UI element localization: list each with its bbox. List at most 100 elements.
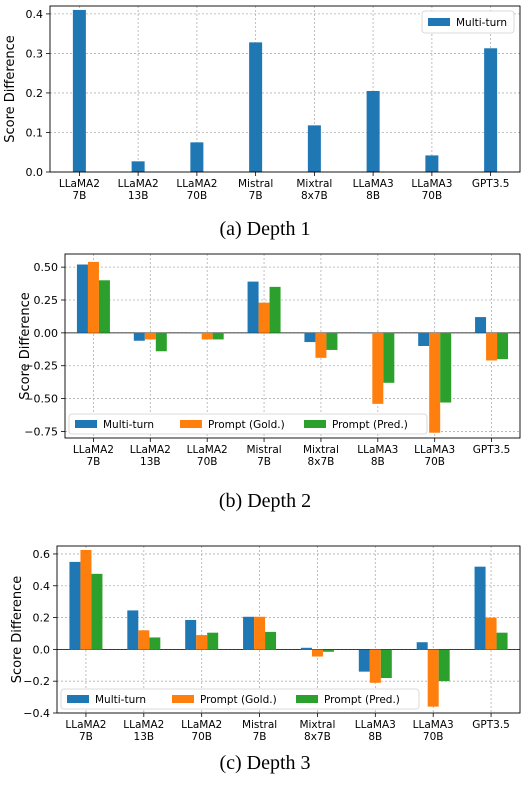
chart-depth-1-plot: 0.00.10.20.30.4LLaMA27BLLaMA213BLLaMA270…: [3, 5, 521, 202]
bar: [358, 649, 370, 672]
bar: [416, 642, 428, 650]
chart-caption: (b) Depth 2: [218, 490, 312, 512]
plot-frame: [56, 545, 521, 714]
chart-depth-3-plot: −0.4−0.20.00.20.40.6LLaMA27BLLaMA213BLLa…: [10, 545, 521, 743]
bar: [307, 125, 321, 172]
y-tick-label: 0.2: [33, 612, 51, 625]
y-tick-label: −0.50: [24, 393, 58, 406]
legend-swatch: [75, 420, 97, 428]
y-tick-label: 0.2: [26, 87, 44, 100]
x-tick-label: LLaMA2: [130, 444, 171, 456]
legend-label: Prompt (Gold.): [200, 694, 277, 706]
x-tick-label: Mixtral: [303, 444, 339, 456]
bar: [91, 573, 103, 650]
y-tick-label: 0.4: [26, 8, 44, 21]
bar: [212, 332, 224, 340]
bar: [427, 649, 439, 707]
bar: [258, 302, 270, 333]
y-tick-label: −0.2: [23, 675, 50, 688]
chart-depth-2: −0.75 −0.50 −0.25 0.00 0.25 0.50 LLaMA2 7B LLaMA…: [0, 250, 530, 520]
bar: [485, 617, 497, 650]
x-tick-label: LLaMA3: [411, 178, 452, 190]
x-tick-label: LLaMA2: [176, 178, 217, 190]
bar: [131, 161, 145, 172]
chart-depth-1: 0.0 0.1 0.2 0.3 0.4 LLaMA2 7B LLaMA2 13B LLaMA2 70…: [0, 0, 530, 250]
bar: [247, 281, 259, 333]
x-tick-label: Mistral: [246, 444, 281, 456]
bar: [249, 42, 263, 172]
bar: [300, 647, 312, 650]
bar: [366, 90, 380, 172]
legend-swatch: [296, 695, 318, 703]
y-tick-label: −0.75: [24, 425, 58, 438]
x-tick-label: 7B: [257, 456, 271, 468]
x-tick-label: 8x7B: [308, 456, 335, 468]
bar: [429, 332, 441, 433]
bar: [497, 332, 509, 360]
x-tick-label: 70B: [423, 731, 444, 743]
bar: [486, 332, 498, 361]
legend-label: Multi-turn: [95, 694, 146, 706]
y-tick-label: 0.6: [33, 548, 51, 561]
x-tick-label: 13B: [128, 190, 149, 202]
bar: [190, 332, 202, 334]
x-tick-label: GPT3.5: [472, 719, 510, 731]
x-tick-label: LLaMA2: [65, 719, 106, 731]
x-tick-label: 8B: [366, 190, 380, 202]
x-tick-label: 7B: [79, 731, 93, 743]
bar: [372, 332, 384, 404]
legend-label: Multi-turn: [103, 419, 154, 431]
x-tick-label: 8B: [368, 731, 382, 743]
legend-swatch: [67, 695, 89, 703]
x-tick-label: LLaMA3: [414, 444, 455, 456]
bar: [418, 332, 430, 346]
bar: [72, 9, 86, 173]
bar: [265, 631, 277, 650]
x-tick-label: LLaMA3: [357, 444, 398, 456]
bar: [438, 649, 450, 682]
x-tick-label: LLaMA2: [187, 444, 228, 456]
x-tick-label: 8x7B: [301, 190, 328, 202]
x-tick-label: LLaMA3: [353, 178, 394, 190]
x-tick-label: LLaMA2: [73, 444, 114, 456]
x-tick-label: 70B: [191, 731, 212, 743]
bar: [311, 649, 323, 657]
bar: [496, 632, 508, 650]
x-tick-label: LLaMA2: [123, 719, 164, 731]
x-tick-label: Mistral: [238, 178, 273, 190]
bar: [304, 332, 316, 343]
bar: [207, 632, 219, 650]
legend-swatch: [304, 420, 326, 428]
x-tick-label: LLaMA2: [181, 719, 222, 731]
x-tick-label: LLaMA3: [355, 719, 396, 731]
x-tick-label: GPT3.5: [472, 178, 510, 190]
x-tick-label: 70B: [197, 456, 218, 468]
y-tick-label: 0.3: [26, 47, 44, 60]
y-tick-label: 0.00: [34, 327, 59, 340]
y-axis-label: Score Difference: [3, 35, 18, 143]
x-tick-label: 8B: [371, 456, 385, 468]
bar: [474, 566, 486, 650]
bar: [144, 332, 156, 340]
bar: [322, 649, 334, 652]
bar: [69, 561, 81, 650]
x-tick-label: 7B: [72, 190, 86, 202]
legend-label: Prompt (Pred.): [324, 694, 400, 706]
legend-swatch: [180, 420, 202, 428]
bar: [201, 332, 213, 340]
bar: [425, 155, 439, 172]
bar: [269, 286, 281, 333]
y-tick-label: 0.0: [33, 643, 51, 656]
bar: [76, 264, 88, 333]
legend-swatch: [172, 695, 194, 703]
x-tick-label: Mixtral: [299, 719, 335, 731]
bar: [440, 332, 452, 403]
legend-box: [421, 10, 515, 34]
legend-label: Prompt (Pred.): [332, 419, 408, 431]
x-tick-label: 7B: [253, 731, 267, 743]
bar: [380, 649, 392, 679]
legend-label: Prompt (Gold.): [208, 419, 285, 431]
y-tick-label: 0.25: [34, 294, 59, 307]
y-tick-label: 0.0: [26, 166, 44, 179]
x-tick-label: Mixtral: [296, 178, 332, 190]
